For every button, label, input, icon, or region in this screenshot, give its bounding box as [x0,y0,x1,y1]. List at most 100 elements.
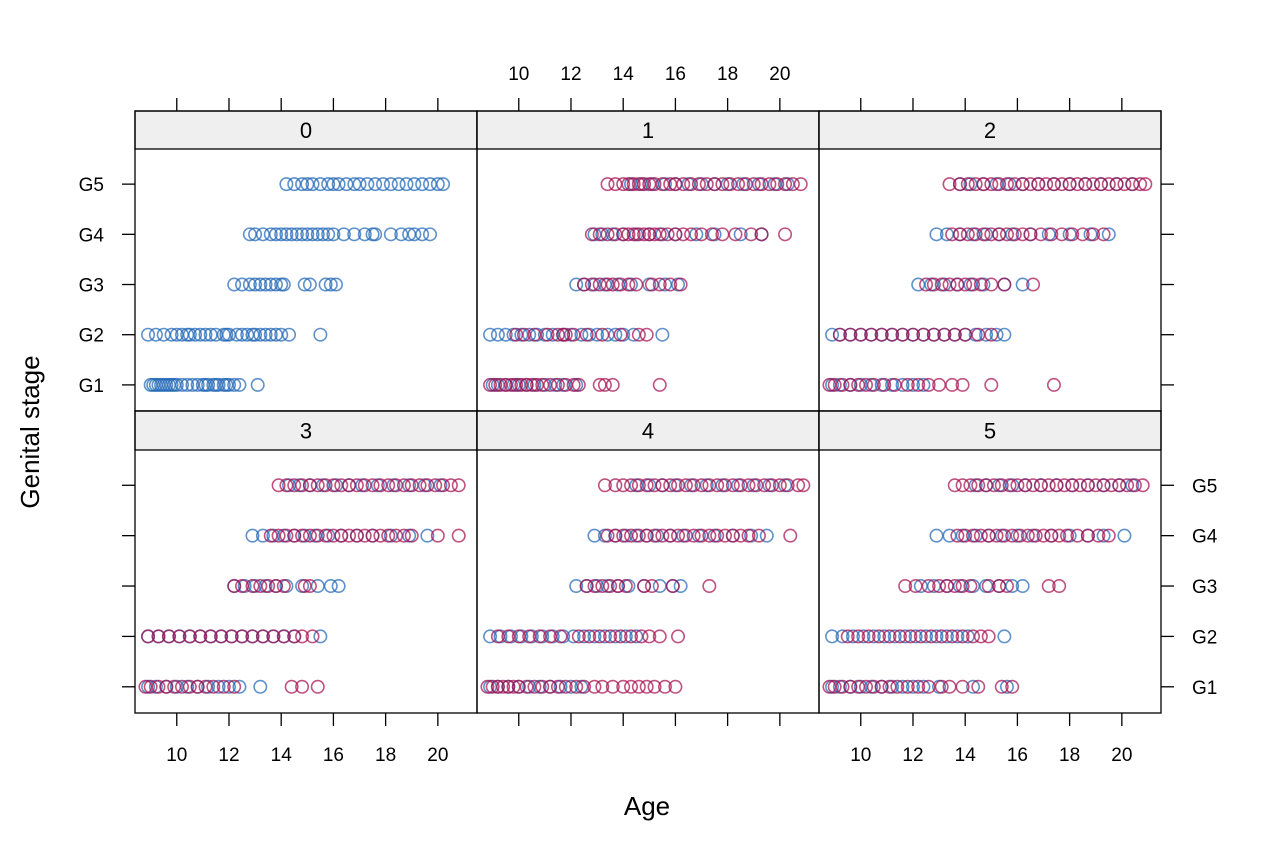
data-point [519,679,534,694]
data-point [989,327,1004,342]
data-point [746,177,761,192]
data-point [887,629,902,644]
data-point [827,377,842,392]
data-point [253,277,268,292]
data-point [404,478,419,493]
data-point [198,679,213,694]
data-point [1096,227,1111,242]
data-point [373,478,388,493]
data-point [874,327,889,342]
y-tick-label-right: G3 [1192,577,1217,598]
strip-label: 2 [984,118,996,143]
x-tick-label-bottom: 20 [427,745,448,766]
data-point [347,227,362,242]
data-point [624,478,639,493]
data-point [872,629,887,644]
data-point [968,227,983,242]
data-point [955,478,970,493]
data-point [245,528,260,543]
data-point [652,277,667,292]
data-point [174,679,189,694]
data-point [587,579,602,594]
data-point [430,528,445,543]
data-point [999,579,1014,594]
data-point [966,277,981,292]
data-point [326,478,341,493]
data-point [835,629,850,644]
data-point [647,177,662,192]
data-point [180,377,195,392]
data-point [843,327,858,342]
data-point [258,327,273,342]
data-point [172,629,187,644]
data-point [939,629,954,644]
data-point [258,277,273,292]
data-point [958,528,973,543]
data-point [616,528,631,543]
data-point [190,679,205,694]
y-tick-label-left: G5 [79,175,104,196]
data-point [1020,528,1035,543]
data-point [1091,528,1106,543]
data-point [274,227,289,242]
data-point [1033,227,1048,242]
panel-1: 1 [476,110,820,412]
data-point [297,277,312,292]
data-point [934,629,949,644]
data-point [997,327,1012,342]
panel-frame [134,410,478,714]
data-point [950,528,965,543]
data-point [321,227,336,242]
data-point [151,629,166,644]
data-point [955,579,970,594]
data-point [245,579,260,594]
data-point [791,478,806,493]
data-point [342,528,357,543]
data-point [279,478,294,493]
data-point [932,579,947,594]
data-point [263,327,278,342]
data-point [966,629,981,644]
data-point [1005,679,1020,694]
data-point [167,679,182,694]
data-point [1044,528,1059,543]
data-point [1007,177,1022,192]
data-point [655,528,670,543]
data-point [334,478,349,493]
data-point [436,478,451,493]
data-point [182,327,197,342]
x-tick-label-bottom: 12 [902,745,923,766]
data-point [637,227,652,242]
data-point [835,377,850,392]
data-point [235,629,250,644]
data-point [966,528,981,543]
data-point [999,177,1014,192]
data-point [514,377,529,392]
data-point [1054,177,1069,192]
data-point [360,177,375,192]
data-point [994,679,1009,694]
data-point [652,629,667,644]
data-point [874,679,889,694]
data-point [603,629,618,644]
data-point [357,528,372,543]
data-point [973,528,988,543]
data-point [827,679,842,694]
data-point [1117,177,1132,192]
data-point [389,478,404,493]
data-point [671,629,686,644]
data-point [994,478,1009,493]
data-point [279,528,294,543]
data-point [684,177,699,192]
data-point [971,478,986,493]
data-point [992,177,1007,192]
data-point [684,227,699,242]
data-point [663,277,678,292]
data-point [496,679,511,694]
data-point [652,227,667,242]
data-point [550,679,565,694]
panel-frame [134,110,478,412]
data-point [929,629,944,644]
